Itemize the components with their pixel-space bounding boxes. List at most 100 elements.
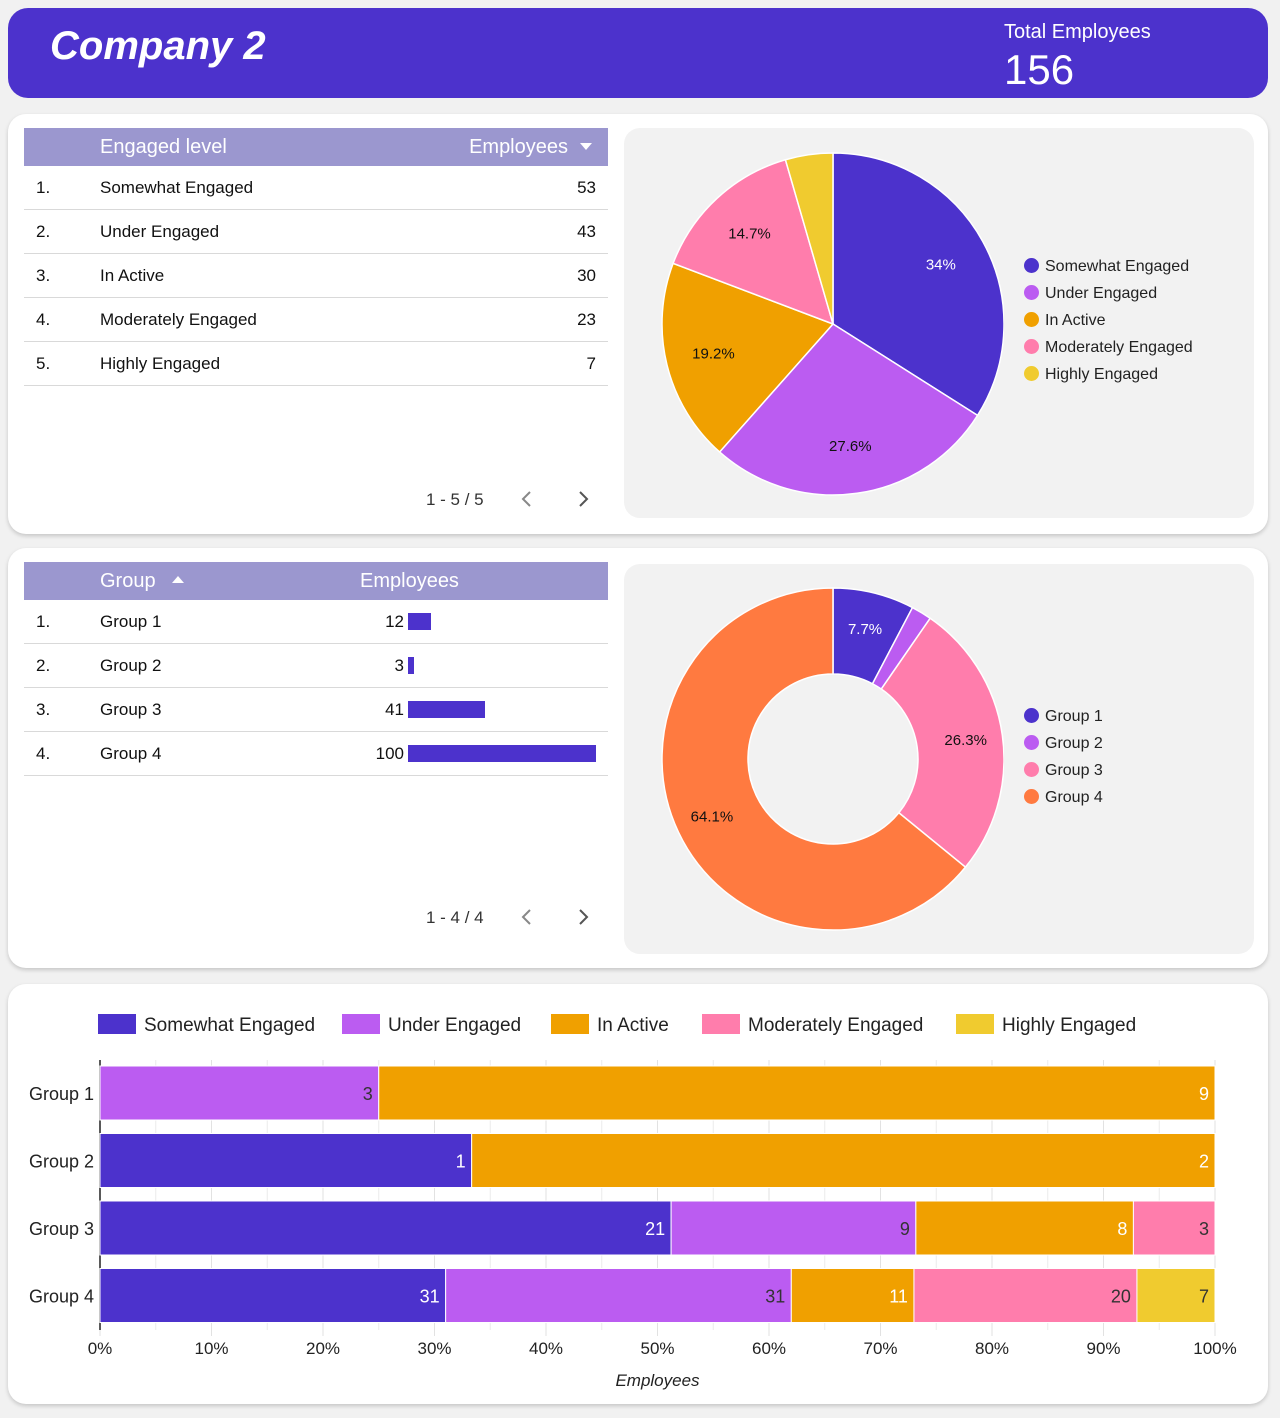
column-header-employees[interactable]: Employees [360, 570, 459, 592]
row-label: Highly Engaged [100, 354, 221, 373]
row-label: Group 3 [100, 700, 162, 719]
legend-swatch [1024, 285, 1039, 300]
pie-slice[interactable] [832, 152, 1004, 417]
column-header-engaged-level[interactable]: Engaged level [100, 136, 227, 158]
legend-label: Highly Engaged [1002, 1015, 1137, 1036]
next-page-icon[interactable] [576, 490, 590, 508]
bar-segment[interactable] [1136, 1268, 1216, 1323]
row-index: 2. [36, 222, 51, 241]
pie-slice[interactable] [718, 323, 979, 496]
table-row[interactable]: 5. Highly Engaged 7 [24, 342, 608, 386]
table-row[interactable]: 3. In Active 30 [24, 254, 608, 298]
bar-segment[interactable] [378, 1065, 1216, 1121]
legend-item[interactable]: Group 3 [1024, 762, 1103, 780]
legend-swatch [551, 1014, 589, 1034]
row-value: 12 [385, 612, 404, 631]
row-value: 100 [375, 744, 404, 763]
pagination: 1 - 5 / 5 [426, 490, 484, 510]
row-index: 1. [36, 612, 51, 631]
sort-ascending-icon[interactable] [172, 576, 184, 584]
bar-segment[interactable] [99, 1268, 447, 1323]
slice-label: 19.2% [692, 345, 735, 362]
row-index: 3. [36, 266, 51, 285]
legend-item[interactable]: In Active [551, 1014, 669, 1037]
group-donut-chart: 7.7% 26.3% 64.1% [661, 587, 1004, 931]
y-tick-label: Group 1 [29, 1084, 94, 1104]
table-row[interactable]: 1. Group 1 12 [24, 600, 608, 644]
table-row[interactable]: 4. Moderately Engaged 23 [24, 298, 608, 342]
y-tick-label: Group 3 [29, 1219, 94, 1239]
next-page-icon[interactable] [576, 908, 590, 926]
legend-swatch [1024, 258, 1039, 273]
table-row[interactable]: 2. Under Engaged 43 [24, 210, 608, 254]
row-label: In Active [100, 266, 165, 285]
header-banner: Company 2 Total Employees 156 [8, 8, 1268, 98]
bar-segment[interactable] [790, 1268, 915, 1323]
pie-slice[interactable] [672, 158, 835, 326]
row-value: 30 [577, 266, 596, 285]
legend-item[interactable]: Group 4 [1024, 789, 1103, 807]
table-row[interactable]: 3. Group 3 41 [24, 688, 608, 732]
y-tick-label: Group 2 [29, 1152, 94, 1172]
legend-item[interactable]: Group 2 [1024, 735, 1103, 753]
previous-page-icon[interactable] [520, 908, 534, 926]
legend-swatch [1024, 789, 1039, 804]
bar-segment[interactable] [471, 1133, 1216, 1188]
slice-label: 34% [926, 257, 956, 274]
legend-swatch [1024, 339, 1039, 354]
x-tick-label: 10% [194, 1339, 228, 1358]
legend-item[interactable]: Somewhat Engaged [98, 1014, 315, 1037]
legend-item[interactable]: Highly Engaged [1024, 366, 1158, 384]
bar-segment[interactable] [99, 1200, 672, 1256]
bar-segment[interactable] [99, 1065, 380, 1121]
engagement-pie-panel: 34% 27.6% 19.2% 14.7% Somewhat Engaged Under… [624, 128, 1254, 518]
x-tick-label: 40% [529, 1339, 563, 1358]
x-tick-label: 90% [1086, 1339, 1120, 1358]
table-row[interactable]: 4. Group 4 100 [24, 732, 608, 776]
legend-label: Group 3 [1045, 762, 1103, 779]
bar-segment[interactable] [99, 1133, 473, 1188]
bar-segment[interactable] [670, 1200, 917, 1256]
legend-item[interactable]: Moderately Engaged [702, 1014, 923, 1037]
legend-swatch [956, 1014, 994, 1034]
bar-segment[interactable] [913, 1268, 1138, 1323]
row-label: Somewhat Engaged [100, 178, 254, 197]
legend-item[interactable]: Under Engaged [1024, 285, 1157, 303]
bar-value-label: 9 [1199, 1084, 1209, 1104]
pie-slice[interactable] [661, 587, 967, 931]
legend-label: Somewhat Engaged [1045, 258, 1190, 275]
table-row[interactable]: 1. Somewhat Engaged 53 [24, 166, 608, 210]
legend-item[interactable]: Moderately Engaged [1024, 339, 1193, 357]
pie-slice[interactable] [661, 262, 835, 454]
legend-item[interactable]: Highly Engaged [956, 1014, 1136, 1037]
legend-item[interactable]: Somewhat Engaged [1024, 258, 1189, 276]
x-tick-label: 0% [88, 1339, 113, 1358]
bar-value-label: 2 [1199, 1152, 1209, 1172]
legend-label: Group 4 [1045, 789, 1103, 806]
bar-segment[interactable] [1132, 1200, 1216, 1256]
previous-page-icon[interactable] [520, 490, 534, 508]
row-value-bar [408, 613, 431, 630]
row-value: 53 [577, 178, 596, 197]
row-label: Moderately Engaged [100, 310, 257, 329]
legend-item[interactable]: In Active [1024, 312, 1105, 330]
pie-slice[interactable] [784, 152, 834, 325]
legend-item[interactable]: Under Engaged [342, 1014, 521, 1037]
bar-segment[interactable] [445, 1268, 792, 1323]
pie-slice[interactable] [880, 617, 1004, 869]
legend-swatch [1024, 708, 1039, 723]
column-header-employees[interactable]: Employees [469, 136, 568, 158]
total-employees-value: 156 [1004, 46, 1075, 93]
engagement-card: Engaged level Employees 1. Somewhat Engag… [8, 114, 1268, 534]
table-row[interactable]: 2. Group 2 3 [24, 644, 608, 688]
row-value: 3 [394, 656, 404, 675]
bar-segment[interactable] [915, 1200, 1134, 1256]
sort-descending-icon[interactable] [580, 143, 592, 151]
row-index: 2. [36, 656, 51, 675]
legend-label: Highly Engaged [1045, 366, 1158, 383]
slice-label: 26.3% [944, 732, 987, 749]
legend-item[interactable]: Group 1 [1024, 708, 1103, 726]
row-index: 3. [36, 700, 51, 719]
group-donut-panel: 7.7% 26.3% 64.1% Group 1 Group 2 Group 3 Grou… [624, 564, 1254, 954]
column-header-group[interactable]: Group [100, 570, 156, 592]
